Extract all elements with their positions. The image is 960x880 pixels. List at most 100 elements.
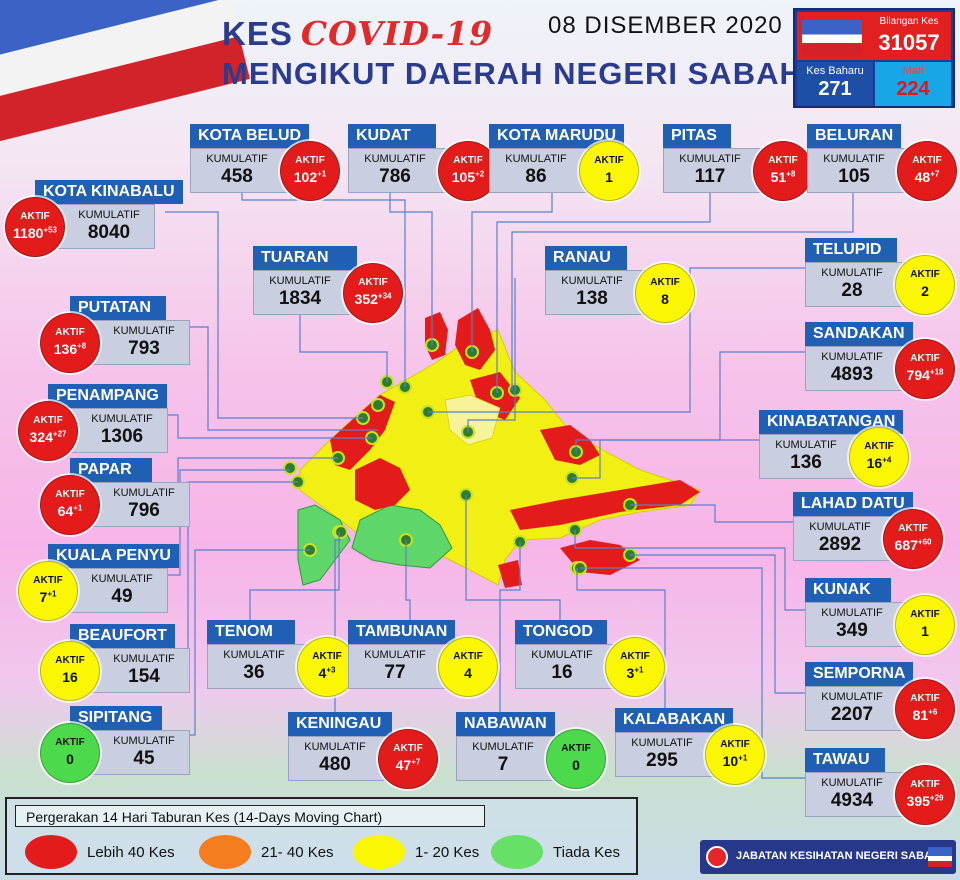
legend-swatch-yellow: [353, 835, 405, 869]
active-cases-badge: AKTIF 102+1: [280, 141, 340, 201]
active-value-group: 324+27: [19, 429, 77, 445]
cumulative-label: KUMULATIF: [472, 741, 534, 753]
connector-line: [630, 504, 793, 523]
active-value-group: 81+6: [896, 707, 954, 723]
district-name: PUTATAN: [70, 296, 166, 320]
district-cumulative-panel: KUMULATIF 295: [615, 732, 735, 777]
total-cases-value: 31057: [878, 30, 940, 55]
deaths-block: Mati 224: [875, 62, 951, 106]
active-cases-badge: AKTIF 1: [579, 141, 639, 201]
deaths-value: 224: [896, 78, 930, 100]
connector-line: [499, 542, 521, 712]
active-value: 81: [912, 707, 929, 723]
active-value-group: 48+7: [898, 169, 956, 185]
active-new-delta: +6: [928, 707, 938, 717]
active-label: AKTIF: [912, 155, 942, 166]
cumulative-value: 4934: [830, 790, 874, 811]
active-label: AKTIF: [33, 415, 63, 426]
active-value-group: 687+60: [884, 537, 942, 553]
connector-lines: [165, 187, 854, 779]
active-value: 4: [464, 665, 472, 681]
active-cases-badge: AKTIF 105+2: [438, 141, 498, 201]
legend-title: Pergerakan 14 Hari Taburan Kes (14-Days …: [15, 805, 485, 827]
active-value-group: 7+1: [19, 589, 77, 605]
active-cases-badge: AKTIF 47+7: [378, 729, 438, 789]
active-value: 64: [57, 503, 74, 519]
total-cases-block: Bilangan Kes 31057: [797, 12, 951, 60]
active-new-delta: +7: [411, 757, 421, 767]
cumulative-label: KUMULATIF: [821, 607, 883, 619]
cumulative-value: 796: [128, 500, 160, 521]
district-name: KALABAKAN: [615, 708, 734, 732]
cumulative-label: KUMULATIF: [91, 413, 153, 425]
moh-logo-icon: [706, 846, 728, 868]
active-value: 136: [53, 341, 78, 357]
connector-line: [496, 187, 711, 393]
cumulative-value: 105: [838, 166, 870, 187]
cumulative-value: 480: [319, 754, 351, 775]
cumulative-label: KUMULATIF: [113, 487, 175, 499]
connector-line: [572, 439, 759, 479]
legend-swatch-red: [25, 835, 77, 869]
cumulative-label: KUMULATIF: [531, 649, 593, 661]
active-cases-badge: AKTIF 2: [895, 255, 955, 315]
active-label: AKTIF: [864, 441, 894, 452]
report-date: 08 DISEMBER 2020: [548, 12, 783, 39]
active-value-group: 102+1: [281, 169, 339, 185]
active-new-delta: +29: [929, 793, 944, 803]
active-value: 48: [914, 169, 931, 185]
cumulative-value: 7: [497, 754, 509, 775]
active-value: 10: [722, 753, 739, 769]
cumulative-label: KUMULATIF: [679, 153, 741, 165]
active-new-delta: +60: [917, 537, 932, 547]
active-new-delta: +1: [634, 665, 644, 675]
active-label: AKTIF: [650, 277, 680, 288]
active-cases-badge: AKTIF 16: [40, 641, 100, 701]
legend-label: 21- 40 Kes: [261, 844, 334, 861]
active-value: 687: [894, 537, 918, 553]
district-name: KUDAT: [348, 124, 436, 148]
active-value: 395: [906, 793, 930, 809]
cumulative-value: 1306: [100, 426, 144, 447]
cumulative-label: KUMULATIF: [505, 153, 567, 165]
cumulative-label: KUMULATIF: [113, 653, 175, 665]
cumulative-label: KUMULATIF: [823, 153, 885, 165]
active-cases-badge: AKTIF 3+1: [605, 637, 665, 697]
active-value-group: 8: [636, 291, 694, 307]
active-value-group: 395+29: [896, 793, 954, 809]
active-label: AKTIF: [594, 155, 624, 166]
active-value: 1: [921, 623, 929, 639]
active-label: AKTIF: [55, 737, 85, 748]
cumulative-label: KUMULATIF: [113, 325, 175, 337]
active-value: 4: [318, 665, 327, 681]
district-name: PENAMPANG: [48, 384, 167, 408]
cumulative-value: 349: [836, 620, 868, 641]
active-value: 352: [354, 291, 378, 307]
active-value: 1: [605, 169, 613, 185]
cumulative-label: KUMULATIF: [821, 777, 883, 789]
active-new-delta: +8: [77, 341, 87, 351]
legend-label: Tiada Kes: [553, 844, 620, 861]
active-value: 0: [66, 751, 74, 767]
active-cases-badge: AKTIF 8: [635, 263, 695, 323]
total-cases-label: Bilangan Kes: [879, 16, 939, 27]
active-label: AKTIF: [358, 277, 388, 288]
cumulative-label: KUMULATIF: [91, 573, 153, 585]
deaths-label: Mati: [902, 65, 924, 77]
district-name: KENINGAU: [288, 712, 392, 736]
active-value-group: 794+18: [896, 367, 954, 383]
cumulative-value: 77: [384, 662, 406, 683]
active-cases-badge: AKTIF 4+3: [297, 637, 357, 697]
new-cases-value: 271: [818, 78, 852, 100]
legend-label: Lebih 40 Kes: [87, 844, 175, 861]
cumulative-label: KUMULATIF: [775, 439, 837, 451]
active-cases-badge: AKTIF 395+29: [895, 765, 955, 825]
district-name: TENOM: [207, 620, 295, 644]
legend-swatch-orange: [199, 835, 251, 869]
connector-line: [249, 532, 340, 620]
district-name: SIPITANG: [70, 706, 162, 730]
active-new-delta: +27: [52, 429, 67, 439]
cumulative-label: KUMULATIF: [809, 521, 871, 533]
agency-footer: JABATAN KESIHATAN NEGERI SABAH: [700, 840, 956, 874]
